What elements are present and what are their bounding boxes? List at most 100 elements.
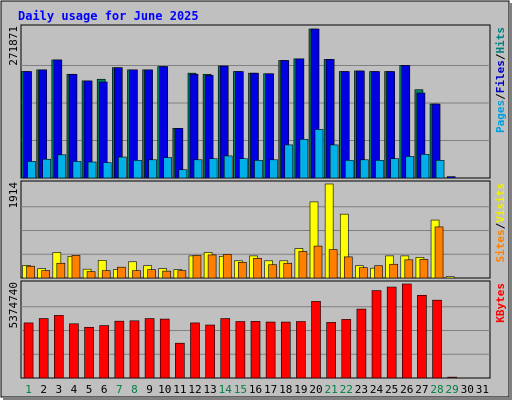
bar-kbytes-day-20 <box>311 301 321 379</box>
bar-kbytes-day-28 <box>432 299 442 379</box>
x-tick-label-day-2: 2 <box>40 383 47 396</box>
x-axis-tick-labels: 1 2 3 4 5 6 7 8 9 10 11 12 13 14 15 16 17 18 19 20 21 22 23 24 2… <box>25 383 489 396</box>
bar-kbytes-day-13 <box>205 324 215 379</box>
x-tick-label-day-31: 31 <box>476 383 489 396</box>
bar-pages-day-4 <box>72 161 82 179</box>
bar-pages-day-14 <box>223 155 233 179</box>
bar-kbytes-day-22 <box>341 319 352 379</box>
x-tick-label-day-11: 11 <box>173 383 186 396</box>
panel-ymax-label: 5374740 <box>7 282 20 328</box>
x-tick-label-day-8: 8 <box>131 383 138 396</box>
bar-pages-day-5 <box>87 161 97 179</box>
bar-pages-day-8 <box>133 160 142 179</box>
bar-sites-day-4 <box>71 255 81 279</box>
bar-sites-day-28 <box>434 226 444 279</box>
bar-sites-day-23 <box>359 267 368 279</box>
x-tick-label-day-30: 30 <box>461 383 474 396</box>
x-tick-label-day-19: 19 <box>294 383 307 396</box>
bar-sites-day-7 <box>117 266 126 279</box>
legend-part: / <box>494 53 507 60</box>
bar-kbytes-day-16 <box>250 321 261 379</box>
bar-kbytes-day-1 <box>23 322 34 379</box>
bar-pages-day-23 <box>360 159 369 179</box>
bar-kbytes-day-14 <box>220 318 231 379</box>
bar-kbytes-day-4 <box>69 323 79 379</box>
bar-pages-day-10 <box>163 157 173 179</box>
series-files <box>23 28 456 179</box>
bar-kbytes-day-9 <box>144 318 155 379</box>
bar-sites-day-26 <box>404 259 414 279</box>
bar-pages-day-28 <box>435 160 445 179</box>
x-tick-label-day-21: 21 <box>325 383 338 396</box>
legend-part: / <box>494 222 507 229</box>
legend-part: Sites <box>494 229 507 262</box>
bar-sites-day-17 <box>268 264 277 279</box>
x-tick-label-day-24: 24 <box>370 383 384 396</box>
bar-sites-day-2 <box>41 270 50 279</box>
bar-sites-day-5 <box>86 271 96 279</box>
bar-sites-day-22 <box>343 256 353 279</box>
bar-kbytes-day-15 <box>235 321 246 379</box>
x-tick-label-day-27: 27 <box>415 383 428 396</box>
bar-kbytes-day-25 <box>386 286 397 379</box>
chart-title: Daily usage for June 2025 <box>18 9 199 23</box>
x-tick-label-day-16: 16 <box>249 383 262 396</box>
bar-pages-day-16 <box>254 160 263 179</box>
bar-pages-day-18 <box>284 144 294 179</box>
bar-kbytes-day-19 <box>296 321 306 379</box>
bar-pages-day-13 <box>208 158 218 179</box>
bar-pages-day-24 <box>375 160 384 179</box>
bar-sites-day-21 <box>328 249 338 279</box>
bar-kbytes-day-2 <box>38 318 49 379</box>
series-kbytes <box>23 283 457 379</box>
bar-pages-day-25 <box>390 158 399 179</box>
x-tick-label-day-4: 4 <box>71 383 78 396</box>
bar-pages-day-3 <box>57 154 67 179</box>
bar-pages-day-2 <box>42 158 51 179</box>
panel-kbytes: 5374740 KBytes <box>7 280 507 379</box>
bar-sites-day-12 <box>192 255 202 279</box>
x-tick-label-day-23: 23 <box>355 383 368 396</box>
x-tick-label-day-15: 15 <box>234 383 247 396</box>
bar-sites-day-20 <box>313 245 323 279</box>
x-tick-label-day-9: 9 <box>146 383 153 396</box>
bar-sites-day-8 <box>132 270 141 279</box>
panel-legend-label: Pages/Files/Hits <box>494 27 507 133</box>
legend-part: Files <box>494 60 507 93</box>
bar-kbytes-day-27 <box>417 294 427 379</box>
bar-kbytes-day-6 <box>99 325 110 379</box>
bar-kbytes-day-11 <box>175 342 185 379</box>
bar-visits-day-29 <box>445 276 455 279</box>
bar-pages-day-1 <box>27 161 36 179</box>
bar-files-day-29 <box>446 176 456 179</box>
x-tick-label-day-7: 7 <box>116 383 123 396</box>
panel-hits-files-pages: 271871 Pages/Files/Hits <box>7 24 507 179</box>
legend-part: Pages <box>494 100 507 133</box>
legend-part: Visits <box>494 183 507 223</box>
bar-kbytes-day-3 <box>54 315 64 379</box>
x-tick-label-day-13: 13 <box>203 383 216 396</box>
bar-kbytes-day-29 <box>447 376 457 379</box>
x-tick-label-day-29: 29 <box>446 383 459 396</box>
series-sites <box>26 226 444 279</box>
legend-part: / <box>494 93 507 100</box>
bar-pages-day-15 <box>239 158 248 179</box>
bar-sites-day-10 <box>162 270 172 279</box>
bar-kbytes-day-10 <box>159 318 170 379</box>
x-tick-label-day-17: 17 <box>264 383 277 396</box>
x-tick-label-day-1: 1 <box>25 383 32 396</box>
bar-sites-day-15 <box>238 261 247 279</box>
x-tick-label-day-12: 12 <box>188 383 201 396</box>
bar-kbytes-day-24 <box>371 290 382 379</box>
chart-shadow-bottom <box>3 397 512 400</box>
panel-ymax-label: 271871 <box>7 26 20 66</box>
panel-ymax-label: 1914 <box>7 182 20 209</box>
bar-pages-day-19 <box>299 139 309 179</box>
bar-kbytes-day-26 <box>401 283 412 379</box>
bar-pages-day-11 <box>178 169 188 179</box>
bar-sites-day-3 <box>56 262 66 279</box>
bar-sites-day-9 <box>147 269 156 279</box>
x-tick-label-day-22: 22 <box>340 383 353 396</box>
x-tick-label-day-18: 18 <box>279 383 292 396</box>
x-tick-label-day-6: 6 <box>101 383 108 396</box>
